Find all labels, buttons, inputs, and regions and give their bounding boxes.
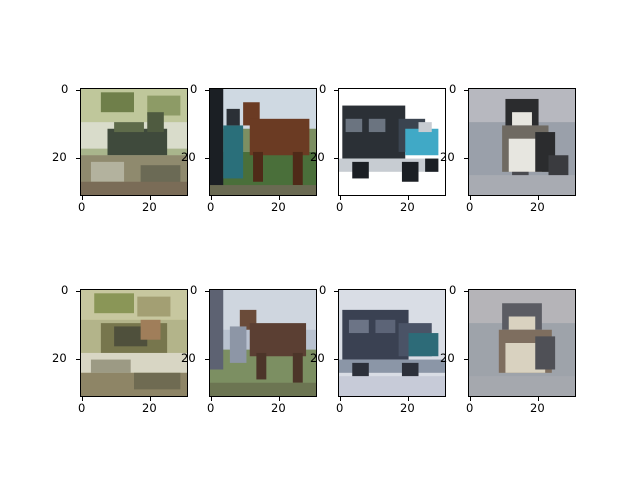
x-tick-label-20: 20 <box>530 403 545 415</box>
x-tick-label-20: 20 <box>271 403 286 415</box>
y-tick-label-0: 0 <box>61 285 68 297</box>
y-tick-mark-0 <box>464 90 468 91</box>
y-tick-mark-20 <box>464 359 468 360</box>
y-tick-mark-0 <box>464 291 468 292</box>
panel-r1c4: 0 20 0 20 <box>468 88 576 196</box>
y-tick-label-20: 20 <box>181 353 196 365</box>
y-tick-label-20: 20 <box>310 152 325 164</box>
y-tick-mark-20 <box>205 359 209 360</box>
x-tick-label-20: 20 <box>142 202 157 214</box>
y-tick-mark-0 <box>334 90 338 91</box>
y-tick-mark-0 <box>205 291 209 292</box>
image-bird-closeup-reconstruction <box>468 289 576 397</box>
y-tick-label-0: 0 <box>61 84 68 96</box>
y-tick-mark-20 <box>464 158 468 159</box>
y-tick-mark-20 <box>76 158 80 159</box>
x-tick-label-0: 0 <box>466 202 473 214</box>
panel-r1c2: 0 20 0 20 <box>209 88 317 196</box>
image-bird-closeup-original <box>468 88 576 196</box>
y-tick-mark-0 <box>76 90 80 91</box>
x-tick-label-0: 0 <box>336 403 343 415</box>
y-tick-mark-20 <box>334 359 338 360</box>
image-truck-original <box>338 88 446 196</box>
panel-r2c3: 0 20 0 20 <box>338 289 446 397</box>
y-tick-label-0: 0 <box>190 84 197 96</box>
x-tick-label-20: 20 <box>271 202 286 214</box>
y-tick-label-0: 0 <box>449 285 456 297</box>
y-tick-label-20: 20 <box>181 152 196 164</box>
panel-r2c2: 0 20 0 20 <box>209 289 317 397</box>
y-tick-mark-0 <box>76 291 80 292</box>
y-tick-mark-0 <box>205 90 209 91</box>
y-tick-label-20: 20 <box>52 152 67 164</box>
panel-r2c4: 0 20 0 20 <box>468 289 576 397</box>
panel-r1c1: 0 20 0 20 <box>80 88 188 196</box>
x-tick-label-0: 0 <box>78 202 85 214</box>
x-tick-label-20: 20 <box>400 202 415 214</box>
y-tick-label-20: 20 <box>52 353 67 365</box>
y-tick-mark-0 <box>334 291 338 292</box>
x-tick-label-0: 0 <box>466 403 473 415</box>
x-tick-label-0: 0 <box>336 202 343 214</box>
y-tick-label-20: 20 <box>440 152 455 164</box>
x-tick-label-20: 20 <box>530 202 545 214</box>
x-tick-label-0: 0 <box>207 403 214 415</box>
y-tick-mark-20 <box>334 158 338 159</box>
image-truck-reconstruction <box>338 289 446 397</box>
x-tick-label-20: 20 <box>142 403 157 415</box>
x-tick-label-0: 0 <box>78 403 85 415</box>
y-tick-mark-20 <box>205 158 209 159</box>
image-horse-original <box>209 88 317 196</box>
y-tick-mark-20 <box>76 359 80 360</box>
y-tick-label-0: 0 <box>190 285 197 297</box>
image-bird-grass-original <box>80 88 188 196</box>
y-tick-label-20: 20 <box>310 353 325 365</box>
y-tick-label-0: 0 <box>319 285 326 297</box>
panel-r1c3: 0 20 0 20 <box>338 88 446 196</box>
image-horse-reconstruction <box>209 289 317 397</box>
y-tick-label-0: 0 <box>319 84 326 96</box>
y-tick-label-20: 20 <box>440 353 455 365</box>
x-tick-label-20: 20 <box>400 403 415 415</box>
y-tick-label-0: 0 <box>449 84 456 96</box>
x-tick-label-0: 0 <box>207 202 214 214</box>
image-bird-grass-reconstruction <box>80 289 188 397</box>
panel-r2c1: 0 20 0 20 <box>80 289 188 397</box>
